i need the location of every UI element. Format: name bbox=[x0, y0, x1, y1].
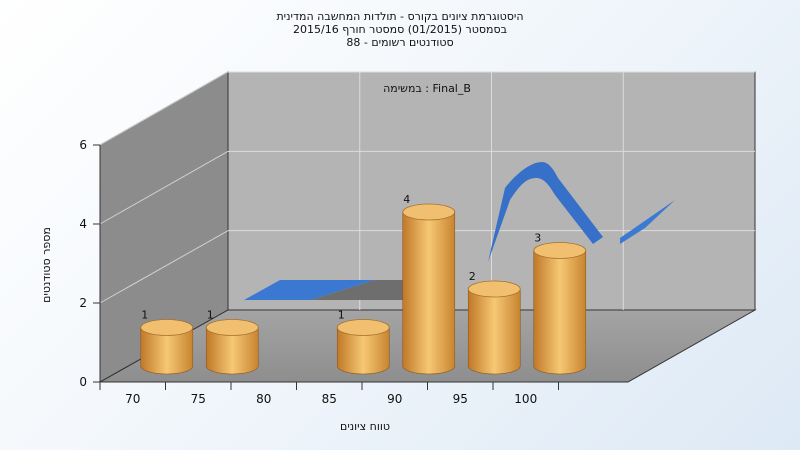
ribbon-segment-left bbox=[244, 280, 375, 300]
bar: 1 bbox=[205, 309, 259, 375]
y-tick-label: 0 bbox=[79, 375, 87, 389]
bar-top bbox=[336, 319, 390, 336]
x-axis: 70 75 80 85 90 95 100 bbox=[99, 382, 559, 406]
x-tick-label: 95 bbox=[453, 392, 468, 406]
bar-top bbox=[467, 280, 521, 298]
bar-data-label: 2 bbox=[469, 270, 476, 283]
y-axis: 0 2 4 6 bbox=[79, 138, 101, 389]
grid-line-side bbox=[99, 230, 229, 304]
bar-body bbox=[336, 327, 390, 375]
bar: 4 bbox=[402, 193, 456, 375]
bar: 3 bbox=[533, 232, 587, 375]
bar: 1 bbox=[140, 309, 194, 375]
y-tick-label: 4 bbox=[79, 217, 87, 231]
x-tick-label: 75 bbox=[191, 392, 206, 406]
bar-top bbox=[402, 203, 456, 221]
bar-top bbox=[533, 242, 587, 259]
chart-subtitle: במשימה : Final_B bbox=[383, 82, 471, 95]
x-tick-label: 90 bbox=[387, 392, 402, 406]
x-tick-label: 80 bbox=[256, 392, 271, 406]
x-axis-title: טווח ציונים bbox=[340, 420, 390, 433]
bar-data-label: 4 bbox=[403, 193, 410, 206]
bar: 2 bbox=[467, 270, 521, 375]
x-tick-label: 70 bbox=[125, 392, 140, 406]
x-tick-label: 85 bbox=[322, 392, 337, 406]
bar-data-label: 3 bbox=[534, 232, 541, 245]
y-tick-label: 6 bbox=[79, 138, 87, 152]
y-axis-title: מספר סטודנטים bbox=[40, 227, 53, 303]
bar-data-label: 1 bbox=[338, 309, 345, 322]
bar-top bbox=[205, 319, 259, 336]
chart-title-line-3: סטודנטים רשומים - 88 bbox=[346, 36, 454, 49]
grid-line-side bbox=[99, 71, 229, 146]
ribbon-segment-peak bbox=[488, 162, 603, 262]
grid-line-side bbox=[99, 150, 229, 225]
bar-body bbox=[205, 327, 259, 375]
bar-body bbox=[140, 327, 194, 375]
bar: 1 bbox=[336, 309, 390, 375]
bar-top bbox=[140, 319, 194, 336]
chart-title-line-1: היסטוגרמת ציונים בקורס - תולדות המחשבה ה… bbox=[276, 10, 524, 23]
bar-body bbox=[467, 288, 521, 375]
y-tick-label: 2 bbox=[79, 296, 87, 310]
ribbon-segment-right bbox=[620, 200, 675, 244]
bar-body bbox=[533, 250, 587, 375]
bar-body bbox=[402, 211, 456, 375]
bar-data-label: 1 bbox=[141, 309, 148, 322]
gridlines bbox=[99, 71, 755, 310]
bar-data-label: 1 bbox=[207, 309, 214, 322]
x-tick-label: 100 bbox=[514, 392, 537, 406]
bars-group: 1 1 1 4 2 3 bbox=[140, 193, 587, 375]
chart-title-line-2: בסמסטר (01/2015) סמסטר חורף 2015/16 bbox=[293, 23, 507, 36]
